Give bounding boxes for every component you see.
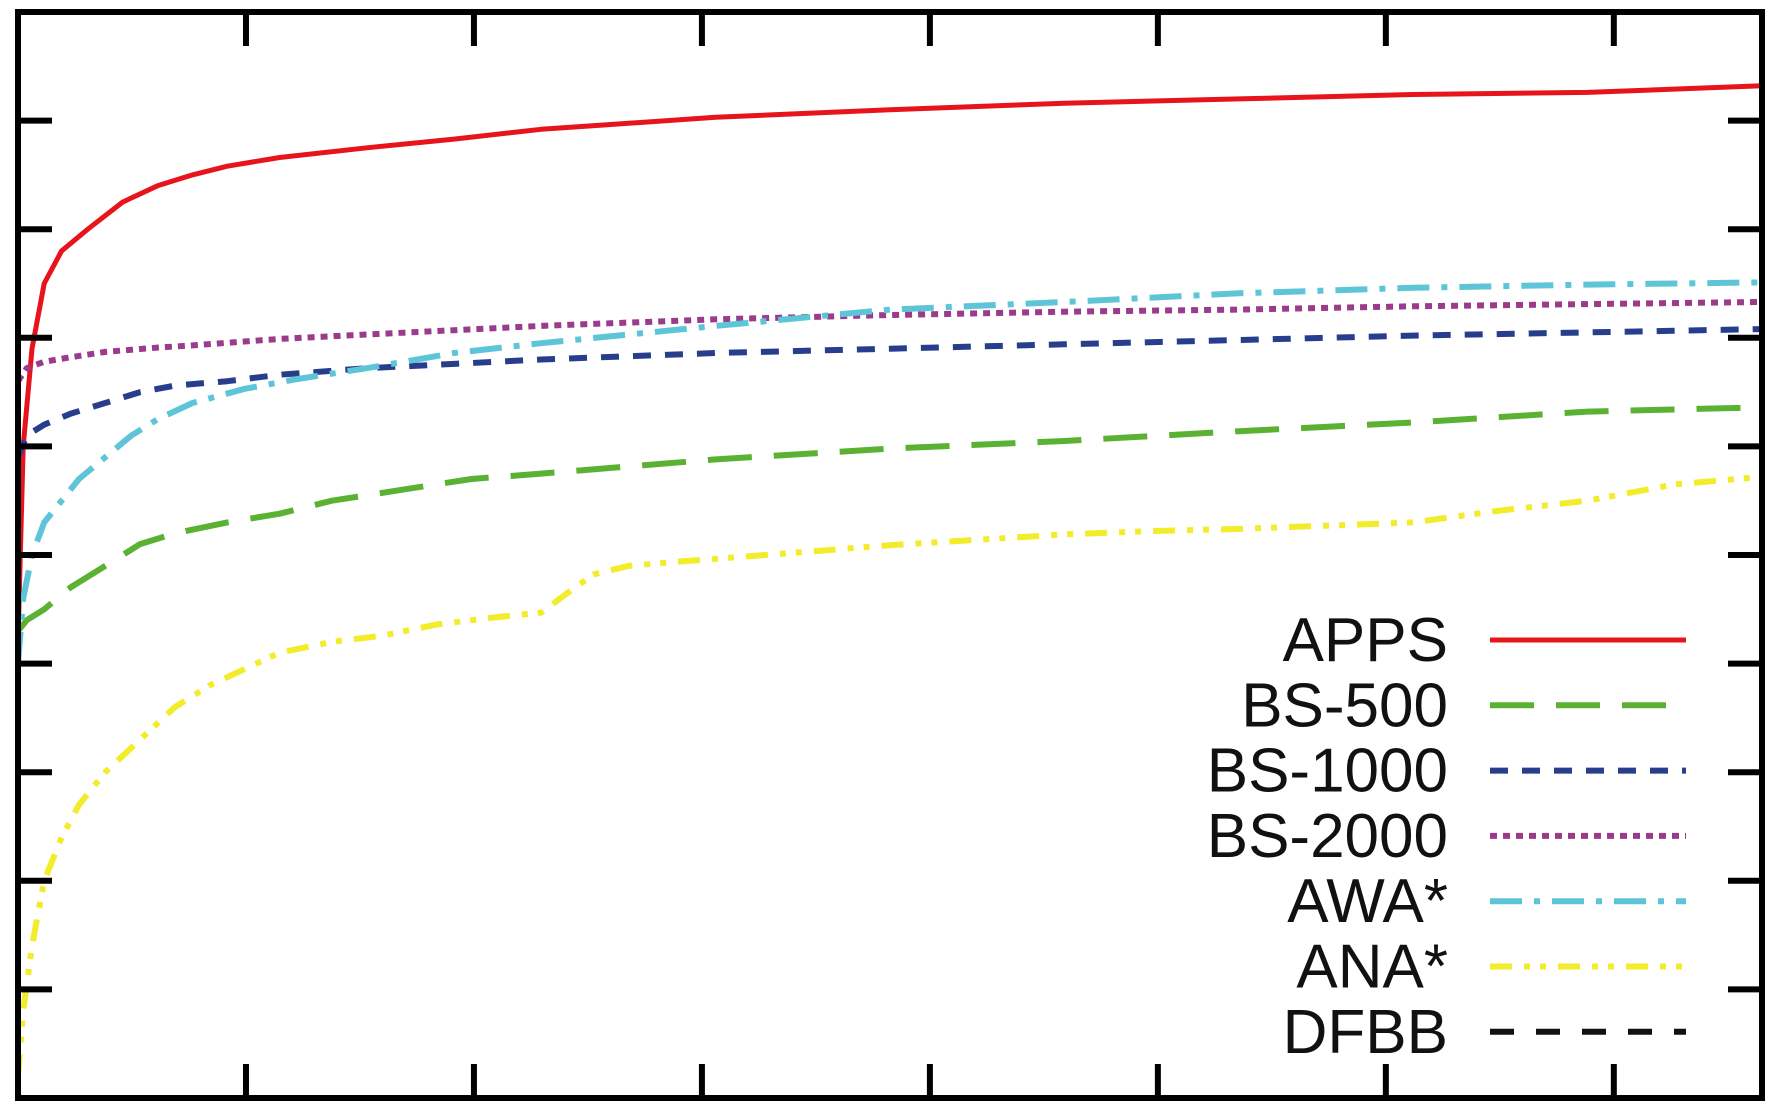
series-line-ana <box>15 473 1763 1077</box>
series-line-bs-500 <box>15 404 1763 633</box>
legend-label-ana: ANA* <box>1296 933 1448 1002</box>
plot-frame <box>15 9 1765 1101</box>
series-line-awa <box>15 279 1763 664</box>
legend-label-dfbb: DFBB <box>1283 998 1448 1067</box>
legend-label-bs-2000: BS-2000 <box>1207 802 1448 871</box>
legend-label-awa: AWA* <box>1287 867 1448 936</box>
plot-border <box>15 9 1765 1101</box>
legend-label-apps: APPS <box>1283 606 1448 675</box>
series-line-bs-1000 <box>15 326 1763 459</box>
series-line-apps <box>15 83 1763 642</box>
series-line-bs-2000 <box>15 299 1763 383</box>
legend-label-bs-500: BS-500 <box>1241 671 1448 740</box>
legend-label-bs-1000: BS-1000 <box>1207 737 1448 806</box>
series-layer <box>15 83 1763 1077</box>
